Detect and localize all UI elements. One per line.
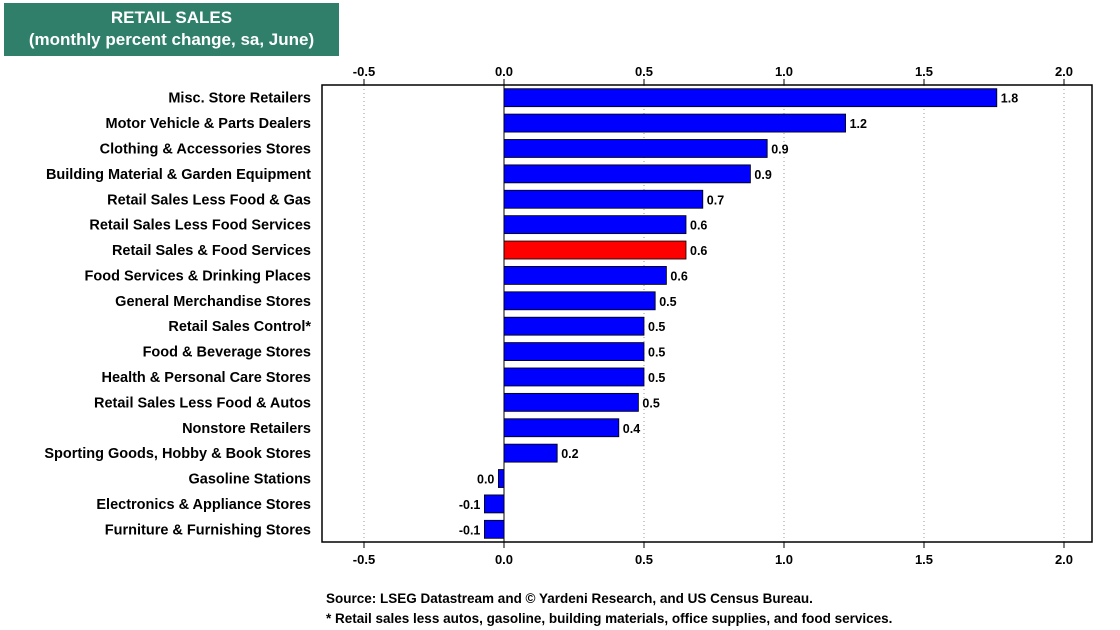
x-tick-label-bottom: 1.0 [775,552,793,567]
data-label: 0.4 [623,422,640,436]
data-label: 0.0 [477,473,494,487]
x-tick-label-bottom: 0.0 [495,552,513,567]
category-label: Health & Personal Care Stores [101,370,311,386]
data-label: -0.1 [459,523,481,537]
x-tick-label-top: 1.5 [915,64,933,79]
category-labels: Misc. Store Retailers 1.8 Motor Vehicle & … [44,91,1018,539]
bar [503,342,645,361]
bar [503,189,704,209]
axis-ticks: -0.5 -0.5 0.0 0.0 0.5 0.5 1.0 1.0 1.5 1.5 2.0 2.0 [353,64,1073,567]
chart-title-box: RETAIL SALES (monthly percent change, sa… [4,3,339,56]
bar [503,392,639,412]
grid-lines [363,85,1065,542]
category-label: Electronics & Appliance Stores [96,497,311,513]
data-label: 0.9 [771,142,788,156]
x-tick-label-top: 0.0 [495,64,513,79]
category-label: General Merchandise Stores [115,294,311,310]
data-label: 0.5 [648,346,665,360]
bars [483,88,998,539]
category-label: Building Material & Garden Equipment [46,167,311,183]
chart-subtitle: (monthly percent change, sa, June) [28,30,315,49]
bar [503,88,998,108]
bar [503,164,751,184]
category-label: Motor Vehicle & Parts Dealers [106,116,312,132]
bar [503,266,667,285]
bar [503,291,656,311]
category-label: Gasoline Stations [189,472,311,488]
bar [503,240,687,260]
category-label: Retail Sales Less Food Services [89,218,311,234]
category-label: Nonstore Retailers [182,421,311,437]
chart-title: RETAIL SALES [110,8,233,27]
data-label: 0.5 [659,295,676,309]
category-label: Sporting Goods, Hobby & Book Stores [44,446,311,462]
category-label: Food Services & Drinking Places [85,268,311,284]
category-label: Retail Sales & Food Services [112,243,311,259]
footnote: * Retail sales less autos, gasoline, bui… [326,611,893,626]
data-label: 0.9 [754,168,771,182]
x-tick-label-bottom: 0.5 [635,552,653,567]
bar [503,418,620,438]
x-tick-label-bottom: 1.5 [915,552,933,567]
bar [483,494,505,514]
bar [503,139,768,158]
data-label: 0.5 [648,371,665,385]
category-label: Misc. Store Retailers [168,91,311,107]
category-label: Clothing & Accessories Stores [100,141,311,157]
bar [497,469,505,488]
x-tick-label-top: 0.5 [635,64,653,79]
category-label: Furniture & Furnishing Stores [105,522,311,538]
bar [503,316,645,336]
x-tick-label-top: 2.0 [1055,64,1073,79]
category-label: Retail Sales Less Food & Gas [107,192,311,208]
bar [503,367,645,387]
bar [503,215,687,235]
bar [503,113,847,133]
data-label: 0.6 [690,219,707,233]
data-label: -0.1 [459,498,481,512]
data-label: 0.6 [670,269,687,283]
category-label: Food & Beverage Stores [143,345,311,361]
data-label: 0.6 [690,244,707,258]
bar [483,519,505,539]
x-tick-label-bottom: -0.5 [353,552,375,567]
data-label: 1.2 [850,117,867,131]
data-label: 0.5 [648,320,665,334]
x-tick-label-bottom: 2.0 [1055,552,1073,567]
data-label: 1.8 [1001,92,1018,106]
plot-frame [321,84,1093,543]
source-note: Source: LSEG Datastream and © Yardeni Re… [326,591,813,606]
data-label: 0.5 [642,396,659,410]
data-label: 0.7 [707,193,724,207]
x-tick-label-top: 1.0 [775,64,793,79]
bar [503,443,558,463]
category-label: Retail Sales Control* [168,319,311,335]
x-tick-label-top: -0.5 [353,64,375,79]
category-label: Retail Sales Less Food & Autos [94,395,311,411]
data-label: 0.2 [561,447,578,461]
